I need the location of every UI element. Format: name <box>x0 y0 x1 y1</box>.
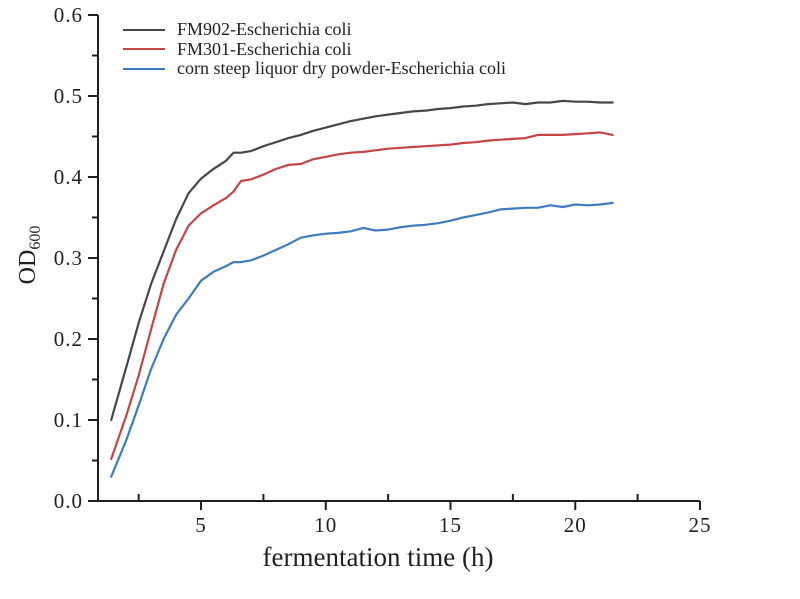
y-axis-tick-label: 0.6 <box>54 3 83 27</box>
legend-line-swatch <box>123 67 165 70</box>
y-axis-tick-label: 0.1 <box>54 408 83 432</box>
y-axis-title: OD600 <box>15 195 44 315</box>
legend-item: FM902-Escherichia coli <box>123 19 506 40</box>
y-axis-title-text: OD <box>15 249 41 285</box>
x-axis-tick-label: 15 <box>439 513 462 537</box>
series-line-1 <box>110 99 614 422</box>
legend-label: corn steep liquor dry powder-Escherichia… <box>177 58 507 78</box>
legend-label: FM301-Escherichia coli <box>177 38 352 59</box>
x-axis-title: fermentation time (h) <box>262 542 494 572</box>
legend-line-swatch <box>123 28 165 31</box>
x-axis-tick-label: 5 <box>195 513 207 537</box>
series-line-2 <box>110 131 614 460</box>
x-axis-tick-label: 25 <box>689 513 712 537</box>
x-axis-tick-label: 10 <box>314 513 337 537</box>
legend-item: corn steep liquor dry powder-Escherichia… <box>123 58 507 79</box>
x-axis-tick-label: 20 <box>564 513 587 537</box>
y-axis-tick-label: 0.0 <box>54 489 83 513</box>
y-axis-tick-label: 0.4 <box>54 165 83 189</box>
legend-label: FM902-Escherichia coli <box>177 19 352 39</box>
legend-item: FM301-Escherichia coli <box>123 38 506 60</box>
legend-line-swatch <box>123 48 165 51</box>
y-axis-tick-label: 0.2 <box>54 327 83 351</box>
y-axis-tick-label: 0.5 <box>54 84 83 108</box>
y-axis-title-subscript: 600 <box>27 225 44 250</box>
y-axis-tick-label: 0.3 <box>54 246 83 270</box>
axis-frame <box>97 15 700 502</box>
series-line-3 <box>110 201 614 478</box>
legend: FM902-Escherichia coli FM301-Escherichia … <box>123 19 507 79</box>
